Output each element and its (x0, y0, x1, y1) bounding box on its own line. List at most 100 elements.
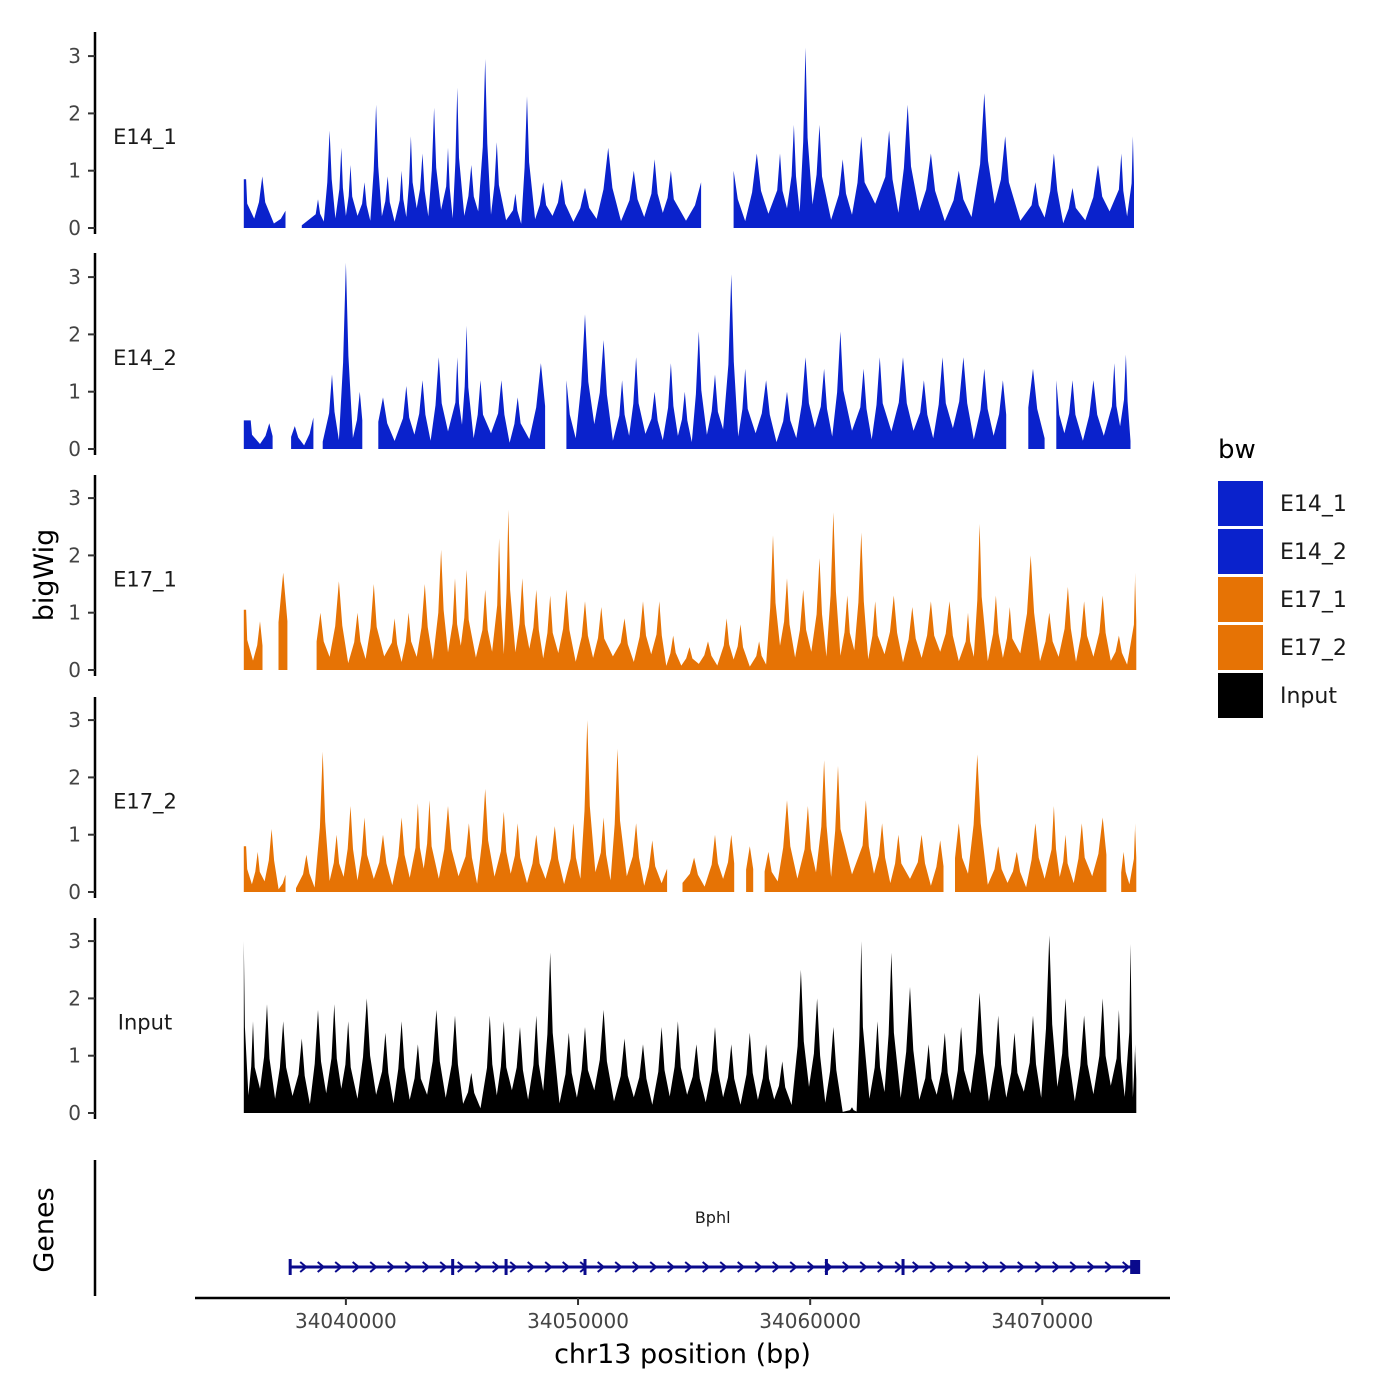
legend-key-e17-2 (1218, 625, 1263, 670)
signal-area-e17-1 (278, 572, 288, 670)
signal-area-e14-2 (378, 325, 546, 449)
signal-area-e14-2 (291, 417, 314, 449)
strand-arrow (614, 1261, 623, 1273)
strand-arrow (877, 1261, 886, 1273)
x-tick-label: 34060000 (759, 1309, 861, 1333)
strand-arrow (509, 1261, 518, 1273)
y-tick-label: 3 (68, 929, 81, 953)
strand-arrow (754, 1261, 763, 1273)
signal-area-e14-1 (243, 176, 286, 228)
signal-area-e17-2 (1121, 823, 1137, 892)
signal-area-e17-2 (764, 760, 944, 892)
strand-arrow (527, 1261, 536, 1273)
legend-key-e14-2 (1218, 529, 1263, 574)
y-tick-label: 1 (68, 823, 81, 847)
strand-arrow (667, 1261, 676, 1273)
x-axis: 34040000 34050000 34060000 34070000 (195, 1296, 1170, 1333)
strand-arrow (404, 1261, 413, 1273)
strand-arrow (317, 1261, 326, 1273)
strand-arrow (964, 1261, 973, 1273)
legend-key-input (1218, 673, 1263, 718)
strand-arrow (649, 1261, 658, 1273)
strand-arrow (1069, 1261, 1078, 1273)
signal-area-e14-1 (301, 59, 702, 228)
track-label-input: Input (118, 1011, 172, 1035)
signal-area-e14-2 (1056, 354, 1131, 449)
exon (901, 1259, 905, 1275)
legend-label-e14-2: E14_2 (1280, 540, 1347, 565)
y-tick-label: 0 (68, 880, 81, 904)
strand-arrow (912, 1261, 921, 1273)
strand-arrow (772, 1261, 781, 1273)
strand-arrow (894, 1261, 903, 1273)
strand-arrow (474, 1261, 483, 1273)
strand-arrow (1034, 1261, 1043, 1273)
exon (451, 1259, 455, 1275)
y-tick-label: 2 (68, 765, 81, 789)
strand-arrow (1104, 1261, 1113, 1273)
strand-arrow (999, 1261, 1008, 1273)
signal-area-e17-2 (682, 834, 735, 892)
strand-arrow (947, 1261, 956, 1273)
strand-arrow (1122, 1261, 1131, 1273)
gene-panel: Bphl (93, 1160, 1141, 1296)
signal-area-e17-1 (316, 509, 1137, 670)
y-tick-label: 2 (68, 543, 81, 567)
legend-key-e17-1 (1218, 577, 1263, 622)
y-tick-label: 0 (68, 658, 81, 682)
legend-items: E14_1 E14_2 E17_1 E17_2 Input (1218, 481, 1347, 718)
strand-arrow (352, 1261, 361, 1273)
strand-arrow (1052, 1261, 1061, 1273)
track-e14-2: 0 1 2 3 E14_2 (68, 253, 1131, 461)
strand-arrow (299, 1261, 308, 1273)
exon (504, 1259, 508, 1275)
y-axis-title: bigWig (29, 529, 60, 622)
track-input: 0 1 2 3 Input (68, 918, 1137, 1125)
strand-arrow (369, 1261, 378, 1273)
strand-arrow (387, 1261, 396, 1273)
strand-arrow (929, 1261, 938, 1273)
legend-label-e17-2: E17_2 (1280, 636, 1347, 661)
y-tick-label: 1 (68, 601, 81, 625)
x-axis-title: chr13 position (bp) (554, 1339, 811, 1370)
strand-arrow (702, 1261, 711, 1273)
strand-arrow (982, 1261, 991, 1273)
track-label-e14-1: E14_1 (113, 125, 177, 150)
signal-tracks: 0 1 2 3 E14_1 0 1 2 3 E14_2 0 1 2 3 E17_1 0 1 2 3 E17_2 0 1 2 3… (68, 32, 1137, 1125)
track-e17-2: 0 1 2 3 E17_2 (68, 697, 1137, 904)
gene-name-label: Bphl (695, 1208, 731, 1227)
strand-arrow (422, 1261, 431, 1273)
strand-arrow (439, 1261, 448, 1273)
strand-arrow (1017, 1261, 1026, 1273)
y-tick-label: 1 (68, 380, 81, 404)
genes-panel-title: Genes (29, 1187, 60, 1272)
y-tick-label: 2 (68, 986, 81, 1010)
legend-label-e14-1: E14_1 (1280, 492, 1347, 517)
legend-label-e17-1: E17_1 (1280, 588, 1347, 613)
y-tick-label: 1 (68, 159, 81, 183)
y-tick-label: 3 (68, 265, 81, 289)
strand-arrow (492, 1261, 501, 1273)
legend-key-e14-1 (1218, 481, 1263, 526)
y-tick-label: 3 (68, 486, 81, 510)
exon (824, 1259, 828, 1275)
y-tick-label: 3 (68, 708, 81, 732)
signal-area-e17-2 (296, 720, 668, 892)
strand-arrow (737, 1261, 746, 1273)
signal-area-e14-2 (566, 274, 1007, 449)
y-tick-label: 0 (68, 437, 81, 461)
y-tick-label: 1 (68, 1044, 81, 1068)
signal-area-e14-2 (243, 420, 273, 449)
exon (583, 1259, 587, 1275)
legend-label-input: Input (1280, 684, 1337, 709)
y-tick-label: 3 (68, 44, 81, 68)
strand-arrow (334, 1261, 343, 1273)
legend: bw E14_1 E14_2 E17_1 E17_2 Input (1218, 435, 1347, 718)
x-tick-label: 34040000 (295, 1309, 397, 1333)
y-tick-label: 0 (68, 1101, 81, 1125)
track-e17-1: 0 1 2 3 E17_1 (68, 475, 1137, 682)
strand-arrow (684, 1261, 693, 1273)
signal-area-e17-1 (243, 609, 263, 670)
strand-arrow (789, 1261, 798, 1273)
signal-area-e17-2 (955, 754, 1107, 892)
